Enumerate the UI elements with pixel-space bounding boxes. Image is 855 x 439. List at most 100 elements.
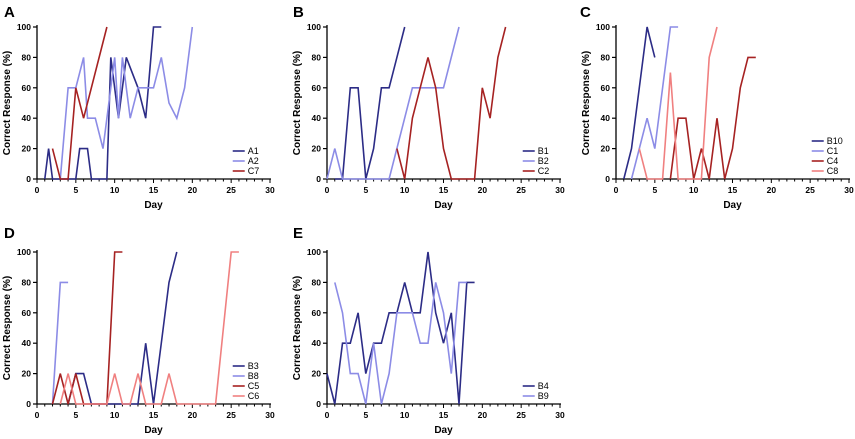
y-axis-title: Correct Response (%)	[292, 276, 303, 380]
x-tick-label: 25	[226, 185, 236, 195]
y-tick-label: 100	[17, 22, 31, 32]
y-tick-label: 100	[596, 22, 610, 32]
series-line-c8	[638, 26, 718, 180]
x-tick-label: 0	[614, 185, 619, 195]
legend-label-c5: C5	[248, 381, 260, 391]
y-tick-label: 20	[22, 369, 32, 379]
series-line-c4	[669, 56, 756, 180]
y-tick-label: 40	[312, 338, 322, 348]
x-tick-label: 10	[689, 185, 699, 195]
y-tick-label: 100	[307, 22, 321, 32]
legend-label-b2: B2	[538, 156, 549, 166]
legend-label-b8: B8	[248, 371, 259, 381]
x-tick-label: 10	[400, 410, 410, 420]
y-tick-label: 60	[22, 308, 32, 318]
y-tick-label: 60	[312, 83, 322, 93]
legend-label-b3: B3	[248, 361, 259, 371]
x-tick-label: 20	[188, 410, 198, 420]
x-tick-label: 30	[555, 185, 565, 195]
x-tick-label: 5	[363, 185, 368, 195]
y-tick-label: 80	[312, 52, 322, 62]
x-tick-label: 25	[226, 410, 236, 420]
x-tick-label: 20	[188, 185, 198, 195]
panel-letter: D	[4, 225, 15, 242]
y-tick-label: 60	[601, 83, 611, 93]
y-tick-label: 40	[312, 113, 322, 123]
legend-label-a1: A1	[248, 146, 259, 156]
series-line-c5	[51, 251, 123, 405]
x-tick-label: 25	[805, 185, 815, 195]
x-tick-label: 20	[767, 185, 777, 195]
y-tick-label: 0	[316, 174, 321, 184]
panel-letter: B	[293, 4, 304, 21]
x-tick-label: 5	[652, 185, 657, 195]
x-tick-label: 20	[478, 185, 488, 195]
series-line-b8	[51, 281, 69, 405]
x-tick-label: 30	[555, 410, 565, 420]
legend-label-b1: B1	[538, 146, 549, 156]
x-tick-label: 10	[110, 185, 120, 195]
legend-label-c6: C6	[248, 391, 260, 401]
panel-d: D 0 20 40 60 80 100 0 5 10 15 20 25 30 Day Correct Resp…	[2, 225, 275, 436]
x-tick-label: 10	[400, 185, 410, 195]
y-tick-label: 40	[22, 338, 32, 348]
x-tick-label: 30	[265, 410, 275, 420]
x-axis-title: Day	[434, 425, 453, 436]
x-tick-label: 5	[73, 410, 78, 420]
series-line-b3	[67, 251, 178, 405]
panel-b: B 0 20 40 60 80 100 0 5 10 15 20 25 30 Day Correct Resp…	[292, 4, 565, 211]
series-line-b4	[326, 251, 475, 405]
x-tick-label: 20	[478, 410, 488, 420]
y-tick-label: 20	[601, 144, 611, 154]
y-axis-title: Correct Response (%)	[2, 51, 13, 155]
legend-label-b9: B9	[538, 391, 549, 401]
x-axis-title: Day	[144, 425, 163, 436]
y-tick-label: 20	[312, 144, 322, 154]
y-tick-label: 80	[312, 277, 322, 287]
panel-letter: A	[4, 4, 15, 21]
panel-letter: C	[580, 4, 591, 21]
series-line-b1	[334, 26, 406, 180]
legend-label-b10: B10	[827, 136, 843, 146]
series-line-c1	[630, 26, 679, 180]
x-axis-title: Day	[144, 200, 163, 211]
panel-letter: E	[293, 225, 303, 242]
legend-label-b4: B4	[538, 381, 549, 391]
x-tick-label: 30	[265, 185, 275, 195]
x-tick-label: 15	[149, 410, 159, 420]
legend-label-a2: A2	[248, 156, 259, 166]
y-tick-label: 0	[316, 399, 321, 409]
y-tick-label: 60	[22, 83, 32, 93]
x-tick-label: 15	[439, 410, 449, 420]
y-axis-title: Correct Response (%)	[292, 51, 303, 155]
y-tick-label: 60	[312, 308, 322, 318]
y-tick-label: 100	[17, 247, 31, 257]
panel-e: E 0 20 40 60 80 100 0 5 10 15 20 25 30 Day Correct Resp…	[292, 225, 565, 436]
x-tick-label: 15	[149, 185, 159, 195]
legend-label-c4: C4	[827, 156, 839, 166]
y-tick-label: 40	[601, 113, 611, 123]
series-line-c2	[396, 26, 507, 180]
panel-a: A 0 20 40 60 80 100 0 5 10 15 20 25 30 Day Correct Resp…	[2, 4, 275, 211]
x-tick-label: 0	[35, 185, 40, 195]
x-tick-label: 10	[110, 410, 120, 420]
y-axis-title: Correct Response (%)	[2, 276, 13, 380]
x-tick-label: 30	[844, 185, 854, 195]
y-tick-label: 0	[26, 399, 31, 409]
y-tick-label: 80	[601, 52, 611, 62]
series-line-c6	[59, 251, 239, 405]
y-tick-label: 40	[22, 113, 32, 123]
series-line-b2	[326, 26, 460, 180]
x-tick-label: 5	[73, 185, 78, 195]
y-tick-label: 20	[22, 144, 32, 154]
x-tick-label: 25	[516, 185, 526, 195]
y-axis-title: Correct Response (%)	[581, 51, 592, 155]
legend-label-c2: C2	[538, 166, 550, 176]
legend-label-c7: C7	[248, 166, 260, 176]
legend-label-c1: C1	[827, 146, 839, 156]
x-tick-label: 15	[728, 185, 738, 195]
y-tick-label: 0	[605, 174, 610, 184]
y-tick-label: 100	[307, 247, 321, 257]
y-tick-label: 0	[26, 174, 31, 184]
